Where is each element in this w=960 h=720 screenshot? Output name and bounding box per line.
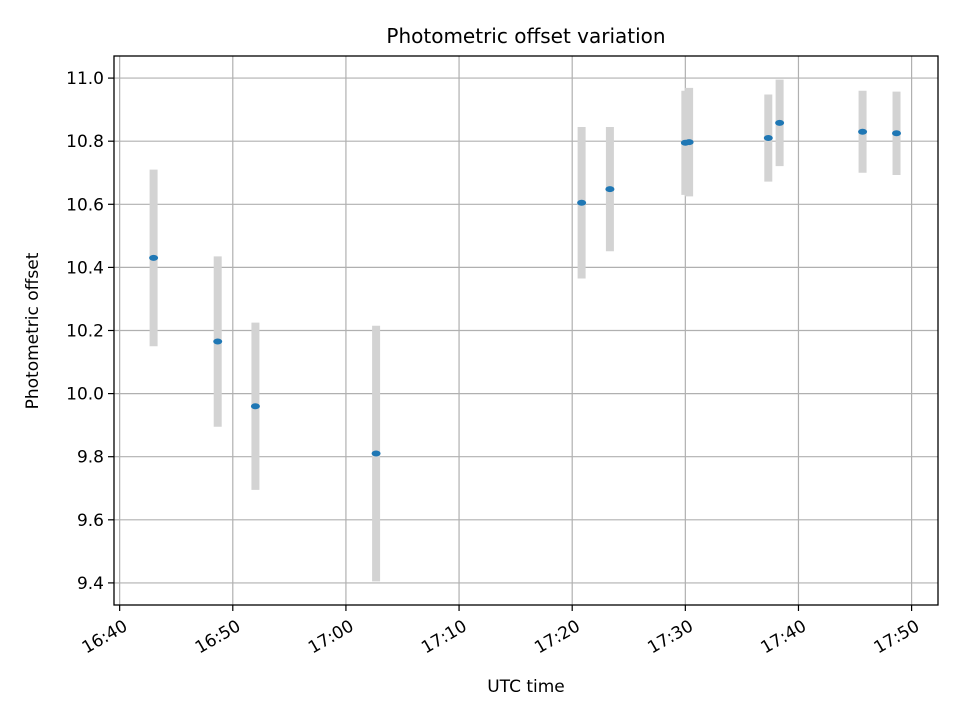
y-tick-label: 10.6 — [66, 195, 104, 215]
data-point — [775, 119, 785, 126]
data-point — [763, 135, 773, 142]
data-point — [250, 403, 260, 410]
y-tick-label: 9.6 — [77, 511, 104, 531]
y-tick-label: 10.0 — [66, 385, 104, 405]
data-point — [577, 199, 587, 206]
x-axis-label: UTC time — [487, 677, 565, 697]
y-axis: 9.4 9.6 9.8 10.0 10.2 10.4 10.6 10.8 11.0 — [66, 69, 114, 594]
y-tick-label: 10.4 — [66, 258, 104, 278]
y-tick-label: 9.8 — [77, 448, 104, 468]
y-tick-label: 10.2 — [66, 322, 104, 342]
y-axis-label: Photometric offset — [23, 252, 43, 409]
data-point — [213, 338, 223, 345]
data-point — [149, 254, 159, 261]
data-point — [858, 128, 868, 135]
data-point — [892, 130, 902, 137]
data-point — [605, 186, 615, 193]
chart-title: Photometric offset variation — [386, 24, 665, 48]
y-tick-label: 9.4 — [77, 574, 104, 594]
data-point — [684, 139, 694, 146]
y-tick-label: 10.8 — [66, 132, 104, 152]
data-points — [149, 119, 902, 457]
y-tick-label: 11.0 — [66, 69, 104, 89]
data-point — [371, 450, 381, 457]
